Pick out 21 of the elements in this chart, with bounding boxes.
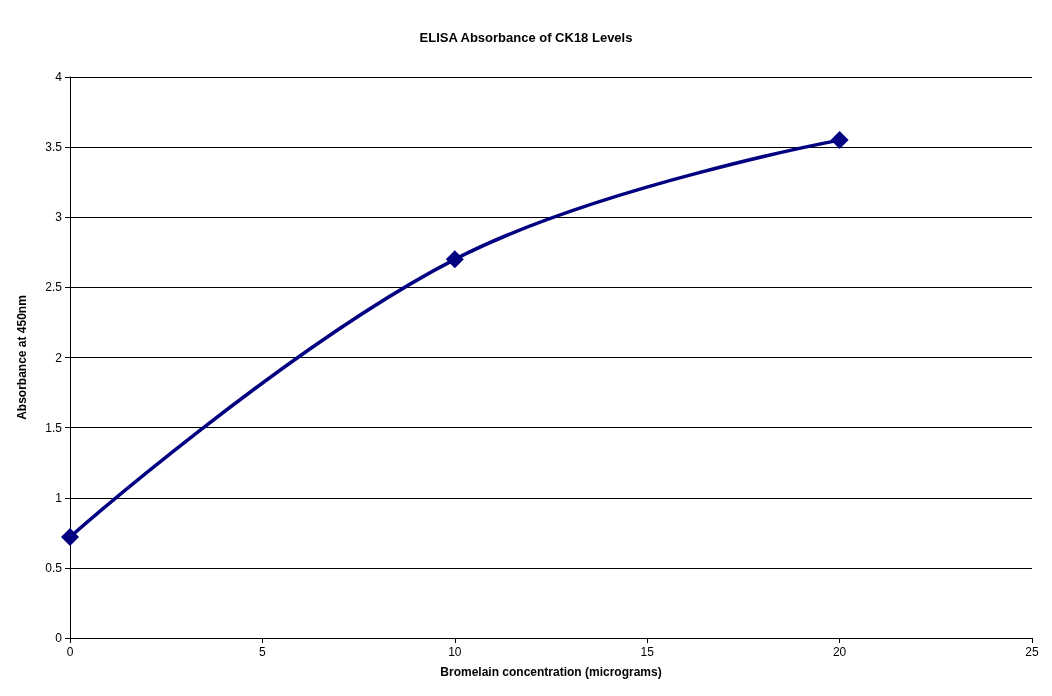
y-tick-label: 4 — [55, 70, 63, 84]
point — [830, 131, 849, 150]
y-tick-label: 0 — [55, 631, 63, 645]
y-tick-label: 1 — [55, 490, 63, 505]
y-tick-label: 3 — [55, 210, 63, 225]
y-tick-label: 1.5 — [45, 420, 63, 435]
x-tick-label: 10 — [448, 645, 462, 659]
point — [445, 250, 464, 269]
x-tick-label: 20 — [832, 645, 847, 659]
y-tick-label: 2.5 — [45, 280, 63, 295]
y-axis-title: Absorbance at 450nm — [15, 295, 29, 420]
x-tick-label: 25 — [1025, 645, 1039, 659]
x-tick-label: 0 — [66, 645, 74, 659]
y-tick-label: 3.5 — [45, 140, 63, 155]
x-tick-label: 15 — [640, 645, 655, 659]
x-axis-title: Bromelain concentration (micrograms) — [440, 665, 662, 679]
chart-title: ELISA Absorbance of CK18 Levels — [419, 30, 633, 45]
y-tick-label: 2 — [55, 350, 63, 365]
x-tick-label: 5 — [259, 645, 267, 659]
point — [61, 528, 79, 547]
y-tick-label: 0.5 — [45, 560, 63, 575]
